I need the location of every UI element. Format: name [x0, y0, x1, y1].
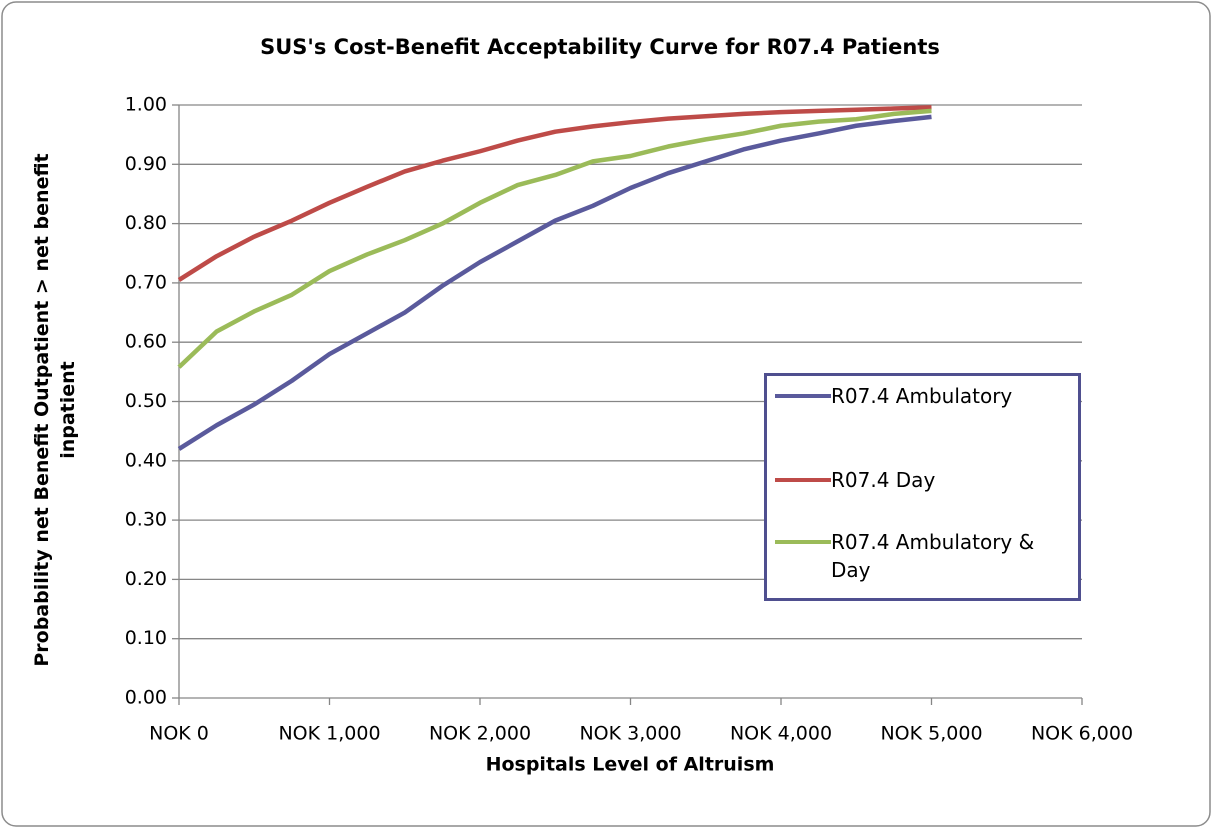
series-line [177, 114, 932, 451]
x-tick-label: NOK 4,000 [730, 723, 832, 745]
y-tick-label: 0.70 [125, 271, 167, 293]
legend-label: R07.4 Day [831, 468, 936, 492]
series-line [177, 105, 932, 282]
x-tick-label: NOK 1,000 [278, 723, 380, 745]
y-tick-label: 0.30 [125, 509, 167, 531]
legend-swatch [775, 478, 831, 482]
x-tick-label: NOK 5,000 [880, 723, 982, 745]
x-tick-label: NOK 0 [149, 723, 209, 745]
legend-label: R07.4 Ambulatory & Day [831, 530, 1035, 582]
y-tick-label: 0.50 [125, 390, 167, 412]
x-tick-label: NOK 2,000 [429, 723, 531, 745]
series-line [177, 108, 932, 369]
chart-title: SUS's Cost-Benefit Acceptability Curve f… [260, 35, 940, 59]
y-tick-label: 0.80 [125, 212, 167, 234]
legend: R07.4 Ambulatory R07.4 Day R07.4 Ambulator… [764, 373, 1081, 601]
legend-item: R07.4 Ambulatory & Day [775, 528, 1075, 584]
legend-item: R07.4 Day [775, 466, 1075, 494]
y-tick-label: 0.10 [125, 627, 167, 649]
y-tick-label: 0.90 [125, 153, 167, 175]
legend-swatch [775, 394, 831, 398]
x-tick-label: NOK 6,000 [1031, 723, 1133, 745]
legend-label: R07.4 Ambulatory [831, 384, 1013, 408]
x-axis-title: Hospitals Level of Altruism [486, 754, 775, 776]
y-tick-label: 0.40 [125, 449, 167, 471]
y-tick-label: 1.00 [125, 94, 167, 116]
x-tick-label: NOK 3,000 [579, 723, 681, 745]
y-tick-label: 0.20 [125, 568, 167, 590]
y-tick-label: 0.00 [125, 687, 167, 709]
y-axis-title: Probability net Benefit Outpatient > net… [31, 153, 79, 667]
legend-swatch [775, 540, 831, 544]
legend-item: R07.4 Ambulatory [775, 382, 1075, 410]
y-tick-label: 0.60 [125, 331, 167, 353]
